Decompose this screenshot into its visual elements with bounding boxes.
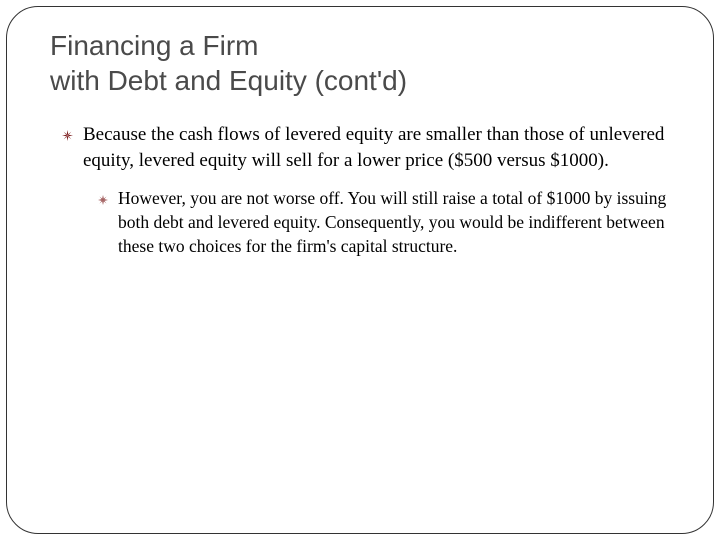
- asterisk-bullet-icon: [98, 192, 108, 210]
- title-line-2: with Debt and Equity (cont'd): [50, 65, 407, 96]
- slide-content: Financing a Firm with Debt and Equity (c…: [0, 0, 720, 540]
- bullet-text: However, you are not worse off. You will…: [118, 187, 670, 258]
- title-line-1: Financing a Firm: [50, 30, 259, 61]
- bullet-level-2: However, you are not worse off. You will…: [98, 187, 670, 258]
- bullet-text: Because the cash flows of levered equity…: [83, 122, 670, 173]
- slide-title: Financing a Firm with Debt and Equity (c…: [50, 28, 670, 98]
- asterisk-bullet-icon: [62, 128, 73, 146]
- bullet-level-1: Because the cash flows of levered equity…: [62, 122, 670, 173]
